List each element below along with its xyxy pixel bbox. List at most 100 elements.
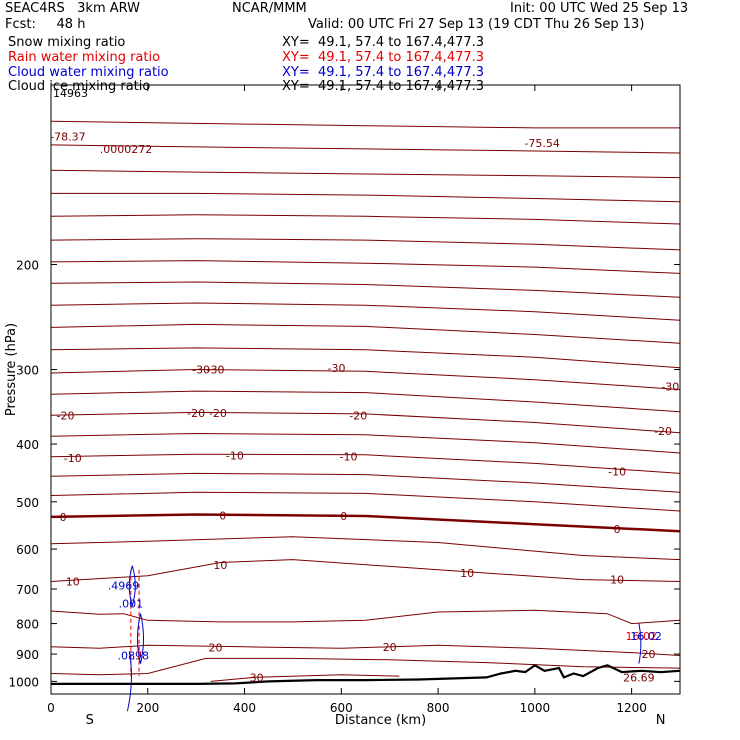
isotherm-line: [50, 609, 681, 625]
isotherm-line: [50, 472, 681, 493]
isotherm-line: [50, 513, 681, 533]
isotherm-line: [50, 214, 681, 225]
terrain-layer: [51, 663, 681, 685]
maximum-label: .4969: [108, 579, 140, 592]
isotherm-label: -10: [226, 449, 244, 462]
y-tick-label: 900: [16, 648, 39, 662]
isotherm-label: -10: [64, 452, 82, 465]
isotherm-line: [210, 674, 400, 682]
y-tick-label: 1000: [8, 675, 39, 689]
isotherm-label: -30: [192, 364, 210, 377]
field-cloudwater-xy: XY= 49.1, 57.4 to 167.4,477.3: [282, 65, 485, 80]
isotherm-label: -78.37: [50, 131, 85, 144]
plot-frame: [50, 84, 681, 695]
x-tick-label: 200: [136, 701, 159, 715]
cloud-water-contour: [128, 565, 136, 608]
isotherm-label: -10: [340, 451, 358, 464]
y-tick-label: 600: [16, 543, 39, 557]
isotherm-line: [50, 281, 681, 298]
x-axis-label: Distance (km): [335, 713, 426, 728]
top-left-value: 14963: [53, 87, 88, 100]
field-cloudice-xy: XY= 49.1, 57.4 to 167.4,477.3: [282, 79, 485, 94]
field-snow-xy: XY= 49.1, 57.4 to 167.4,477.3: [282, 35, 485, 50]
field-snow-name: Snow mixing ratio: [8, 35, 126, 50]
isotherm-label: -30: [661, 380, 679, 393]
x-tick-label: 600: [330, 701, 353, 715]
isotherm-label: 0: [614, 523, 621, 536]
isotherm-label: -20: [57, 409, 75, 422]
isotherm-label: 20: [642, 648, 656, 661]
isotherm-label: 0: [60, 511, 67, 524]
x-tick-label: 400: [233, 701, 256, 715]
org-label: NCAR/MMM: [232, 1, 307, 16]
isotherm-line: [50, 368, 681, 390]
cloud-water-contour: [638, 623, 642, 664]
cloud-water-contour: [126, 651, 132, 712]
isotherm-label: 10: [213, 559, 227, 572]
y-tick-label: 200: [16, 259, 39, 273]
isotherm-line: [50, 491, 681, 512]
y-tick-label: 400: [16, 438, 39, 452]
y-axis-label: Pressure (hPa): [4, 323, 19, 416]
isotherm-label: 20: [383, 641, 397, 654]
isotherm-line: [50, 238, 681, 251]
forecast-hour: Fcst: 48 h: [5, 17, 86, 32]
isotherm-layer: [50, 120, 681, 682]
isotherm-line: [50, 432, 681, 454]
isotherm-label: -20: [654, 425, 672, 438]
label-layer: -78.37 -75.54.0000272-30-30 -30-30-20 -20 -2…: [50, 131, 679, 685]
isotherm-line: [50, 644, 681, 656]
field-cloudwater-name: Cloud water mixing ratio: [8, 65, 169, 80]
isotherm-line: [51, 192, 681, 203]
field-rain-name: Rain water mixing ratio: [8, 50, 161, 65]
isotherm-line: [50, 144, 681, 154]
isotherm-line: [50, 260, 681, 274]
isotherm-label: -20: [187, 407, 205, 420]
isotherm-line: [50, 323, 681, 344]
x-tick-label: 1000: [520, 701, 551, 715]
isotherm-line: [50, 453, 681, 474]
field-rain-xy: XY= 49.1, 57.4 to 167.4,477.3: [282, 50, 485, 65]
isotherm-label: 10: [610, 574, 624, 587]
valid-time: Valid: 00 UTC Fri 27 Sep 13 (19 CDT Thu …: [308, 17, 645, 32]
maximum-label: 16.02: [630, 630, 662, 643]
isotherm-label: 10: [460, 567, 474, 580]
y-tick-label: 500: [16, 496, 39, 510]
maximum-label: .0898: [118, 650, 150, 663]
precip-layer: [126, 565, 642, 712]
isotherm-label: 0: [219, 509, 226, 522]
isotherm-label: 30: [250, 671, 264, 684]
isotherm-line: [50, 169, 681, 179]
cloud-water-contour: [137, 613, 145, 664]
x-end-label-south: S: [86, 713, 94, 728]
y-tick-label: 300: [16, 364, 39, 378]
isotherm-label: -30: [207, 364, 225, 377]
isotherm-label: -20: [209, 407, 227, 420]
terrain-line: [51, 663, 681, 685]
maximum-label: .7: [132, 650, 143, 663]
isotherm-line: [50, 411, 681, 434]
isotherm-line: [50, 559, 681, 582]
maximum-label: 16.02: [626, 630, 658, 643]
isotherm-label: 0: [340, 510, 347, 523]
x-tick-label: 800: [427, 701, 450, 715]
isotherm-line: [50, 657, 681, 676]
isotherm-label: -20: [349, 409, 367, 422]
maximum-label: .001: [119, 597, 144, 610]
isotherm-label: .0000272: [100, 143, 153, 156]
isotherm-line: [50, 302, 681, 321]
isotherm-label: -10: [608, 466, 626, 479]
x-end-label-north: N: [656, 713, 666, 728]
isotherm-line: [50, 347, 681, 369]
init-time: Init: 00 UTC Wed 25 Sep 13: [510, 1, 689, 16]
isotherm-label: 10: [66, 575, 80, 588]
isotherm-line: [50, 120, 680, 129]
y-tick-label: 800: [16, 618, 39, 632]
isotherm-line: [50, 390, 681, 413]
y-tick-label: 700: [16, 583, 39, 597]
field-cloudice-name: Cloud ice mixing ratio: [8, 79, 151, 94]
isotherm-label: -75.54: [524, 137, 559, 150]
isotherm-label: 20: [209, 642, 223, 655]
